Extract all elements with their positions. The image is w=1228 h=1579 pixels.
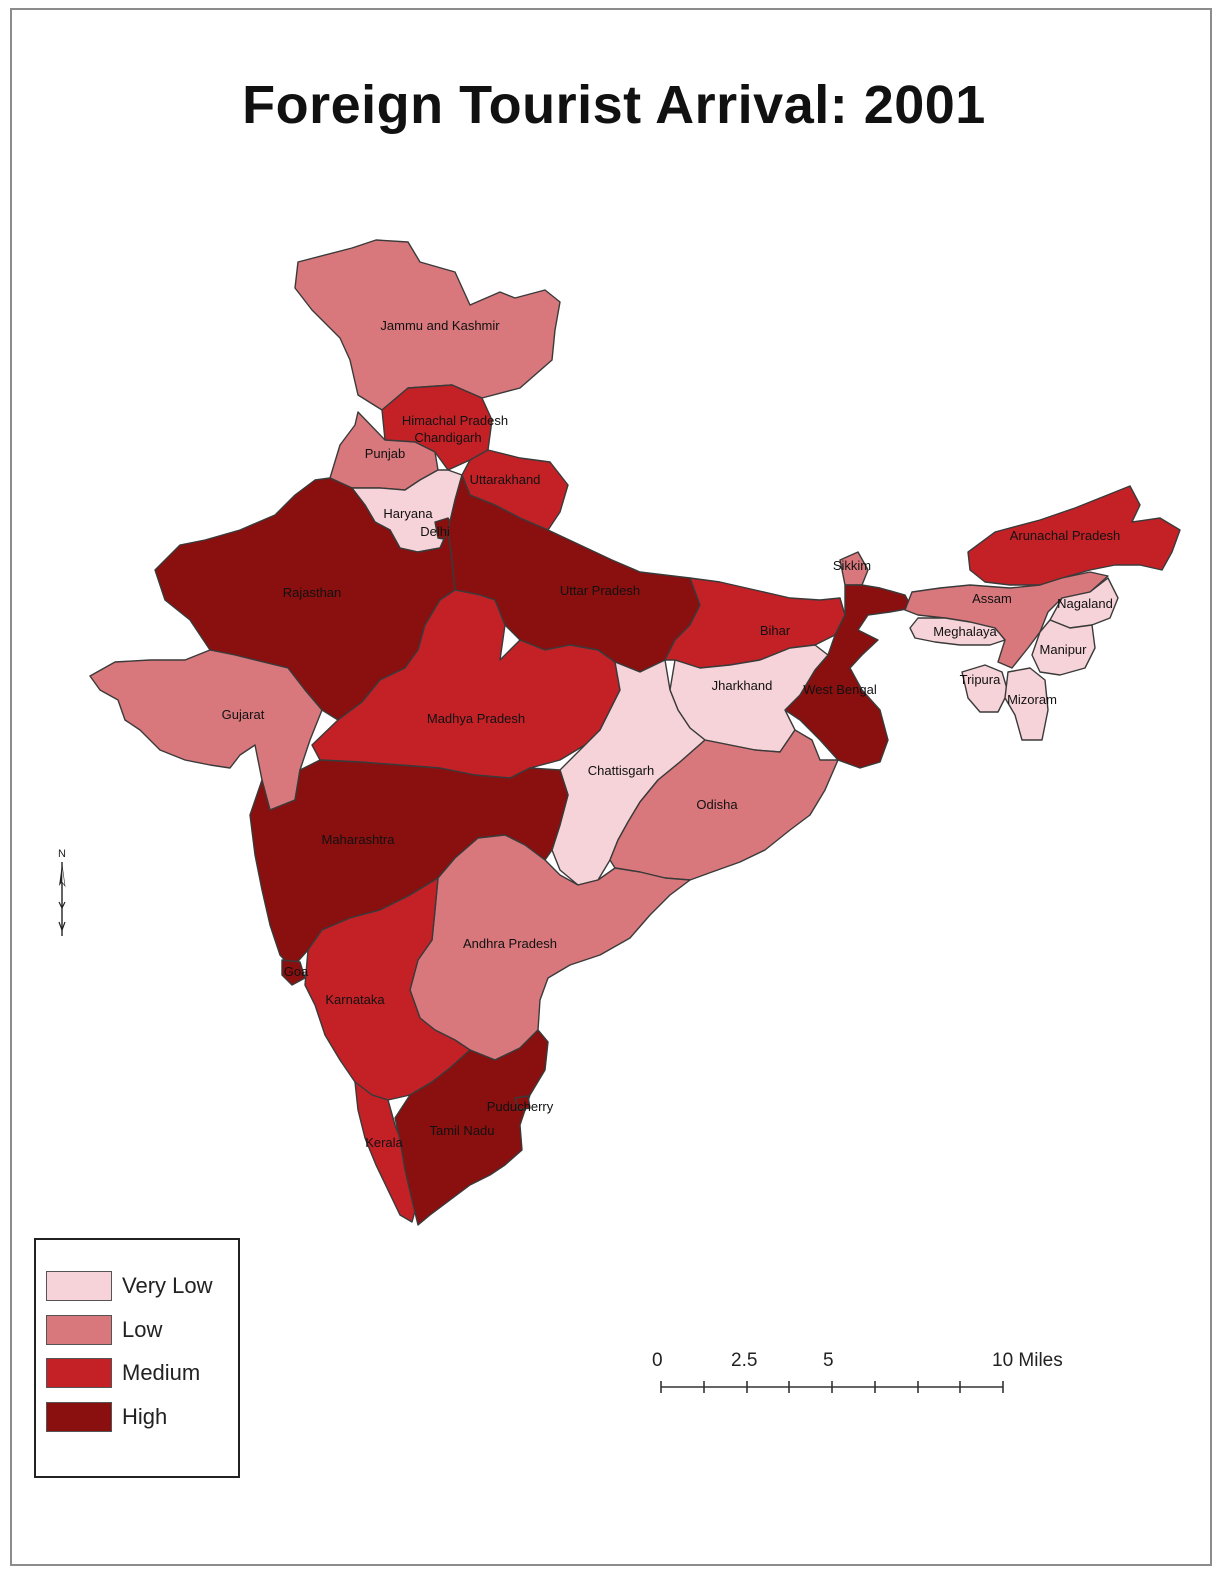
label-madhya-pradesh: Madhya Pradesh [427, 711, 525, 726]
region-mizoram[interactable] [1004, 667, 1049, 741]
label-maharashtra: Maharashtra [322, 832, 396, 847]
legend-item-medium: Medium [46, 1357, 200, 1389]
legend: Very Low Low Medium High [34, 1238, 240, 1478]
legend-item-low: Low [46, 1314, 162, 1346]
label-meghalaya: Meghalaya [933, 624, 997, 639]
region-jammu-kashmir[interactable] [294, 239, 561, 411]
north-label: N [58, 848, 66, 860]
label-goa: Goa [284, 964, 309, 979]
legend-item-high: High [46, 1401, 167, 1433]
label-chhattisgarh: Chattisgarh [588, 763, 654, 778]
label-gujarat: Gujarat [222, 707, 265, 722]
label-tripura: Tripura [960, 672, 1001, 687]
label-uttarakhand: Uttarakhand [470, 472, 541, 487]
scale-label-5: 5 [823, 1350, 834, 1371]
legend-label-medium: Medium [122, 1360, 201, 1385]
scale-label-2-5: 2.5 [731, 1350, 758, 1371]
region-karnataka[interactable] [304, 877, 471, 1101]
label-jharkhand: Jharkhand [712, 678, 773, 693]
label-andhra-pradesh: Andhra Pradesh [463, 936, 557, 951]
scale-bar [660, 1381, 1004, 1393]
region-arunachal-pradesh[interactable] [967, 485, 1181, 586]
legend-label-high: High [122, 1404, 168, 1429]
label-arunachal-pradesh: Arunachal Pradesh [1010, 528, 1121, 543]
region-manipur[interactable] [1031, 619, 1096, 676]
region-goa[interactable] [281, 959, 306, 986]
label-manipur: Manipur [1040, 642, 1088, 657]
region-tripura[interactable] [961, 664, 1009, 713]
label-bihar: Bihar [760, 623, 791, 638]
legend-swatch-high [46, 1402, 112, 1432]
map-title: Foreign Tourist Arrival: 2001 [242, 75, 986, 135]
legend-swatch-medium [46, 1358, 112, 1388]
label-rajasthan: Rajasthan [283, 585, 342, 600]
region-meghalaya[interactable] [909, 617, 1006, 646]
label-delhi: Delhi [420, 524, 450, 539]
north-arrow-icon: N [58, 848, 66, 936]
label-puducherry: Puducherry [487, 1099, 554, 1114]
region-odisha[interactable] [609, 729, 839, 881]
label-kerala: Kerala [365, 1135, 403, 1150]
label-west-bengal: West Bengal [803, 682, 877, 697]
label-assam: Assam [972, 591, 1012, 606]
region-himachal-pradesh[interactable] [381, 384, 493, 471]
label-punjab: Punjab [365, 446, 405, 461]
legend-label-low: Low [122, 1317, 163, 1342]
region-sikkim[interactable] [839, 551, 869, 586]
region-puducherry[interactable] [514, 1095, 531, 1111]
label-odisha: Odisha [696, 797, 738, 812]
scale-label-0: 0 [652, 1350, 663, 1371]
legend-item-very-low: Very Low [46, 1270, 213, 1302]
legend-swatch-very-low [46, 1271, 112, 1301]
legend-label-very-low: Very Low [122, 1273, 213, 1298]
label-chandigarh: Chandigarh [414, 430, 481, 445]
label-himachal-pradesh: Himachal Pradesh [402, 413, 508, 428]
label-tamil-nadu: Tamil Nadu [429, 1123, 494, 1138]
label-uttar-pradesh: Uttar Pradesh [560, 583, 640, 598]
legend-swatch-low [46, 1315, 112, 1345]
label-haryana: Haryana [383, 506, 433, 521]
region-tamil-nadu[interactable] [394, 1029, 549, 1226]
scale-label-10-miles: 10 Miles [992, 1350, 1063, 1371]
region-gujarat[interactable] [89, 649, 323, 811]
label-nagaland: Nagaland [1057, 596, 1113, 611]
label-jammu-kashmir: Jammu and Kashmir [380, 318, 500, 333]
label-sikkim: Sikkim [833, 558, 871, 573]
label-mizoram: Mizoram [1007, 692, 1057, 707]
map-frame [10, 8, 1212, 1566]
label-karnataka: Karnataka [325, 992, 385, 1007]
